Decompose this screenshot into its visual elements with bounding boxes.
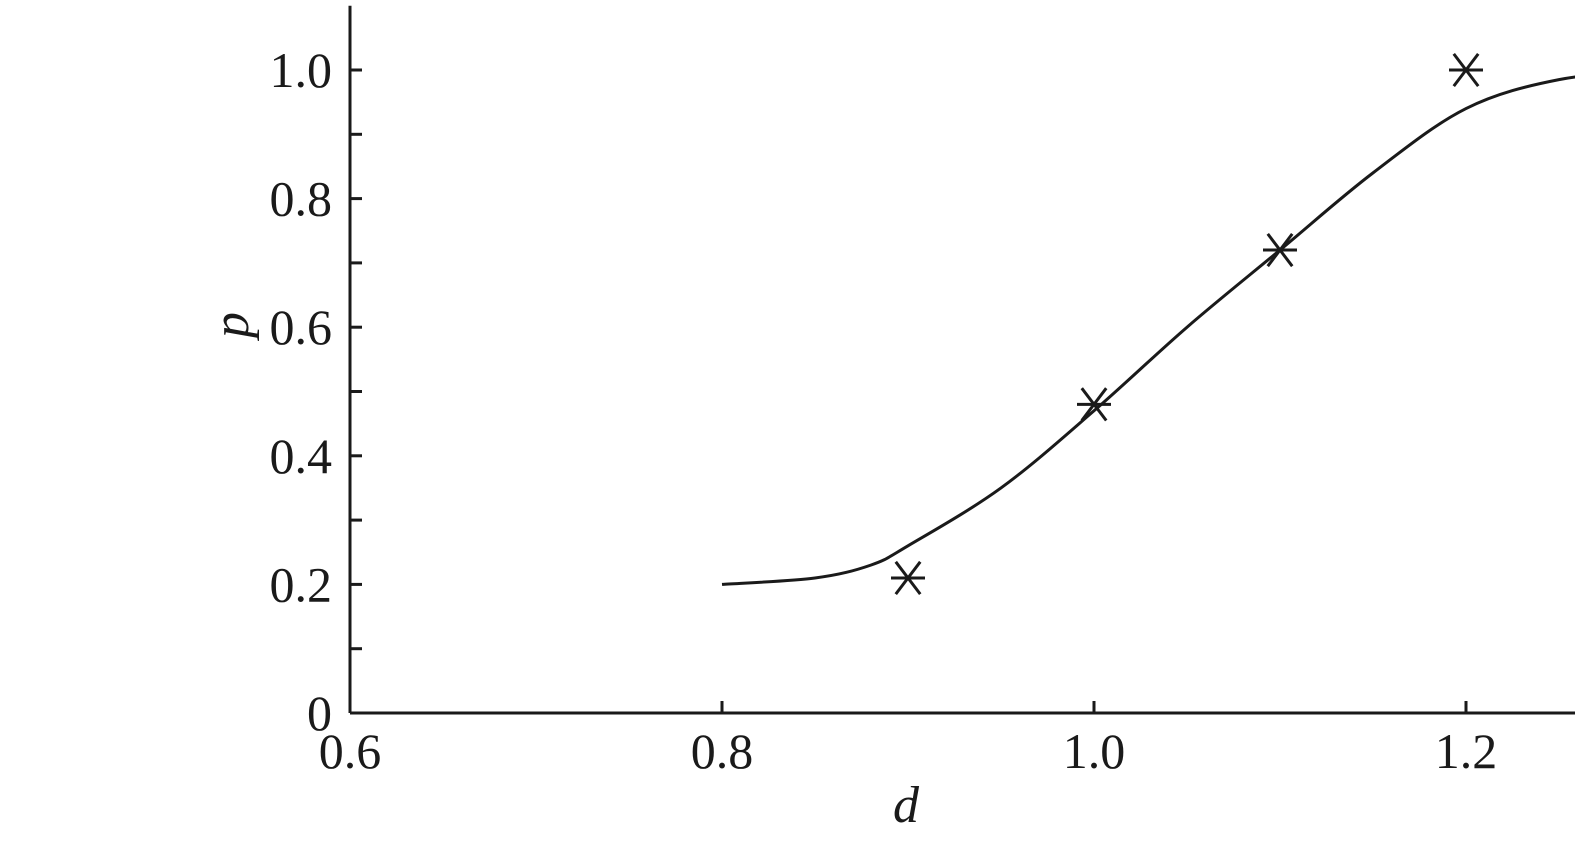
- data-point-marker: [1449, 52, 1483, 88]
- y-axis-ticks: 0 0.2 0.4 0.6 0.8 1.0: [270, 42, 362, 741]
- y-tick-label: 0.2: [270, 556, 333, 612]
- x-tick-label: 1.2: [1435, 723, 1498, 779]
- x-axis-label: d: [893, 777, 920, 834]
- x-tick-label: 0.6: [319, 723, 382, 779]
- x-axis-ticks: 0.60.81.01.21.41.6: [319, 701, 1498, 779]
- x-tick-label: 0.8: [691, 723, 754, 779]
- data-points-layer: [891, 52, 1483, 596]
- axes: [348, 5, 1575, 715]
- y-tick-label: 0.6: [270, 299, 333, 355]
- fitted-curve: [721, 75, 1575, 586]
- y-axis-label: p: [203, 312, 260, 342]
- data-point-marker: [1077, 387, 1111, 422]
- data-point-marker: [891, 560, 925, 596]
- y-tick-label: 1.0: [270, 42, 333, 98]
- x-tick-label: 1.0: [1063, 723, 1126, 779]
- y-tick-label: 0.4: [270, 428, 333, 484]
- y-tick-label: 0: [307, 685, 332, 741]
- y-tick-label: 0.8: [270, 171, 333, 227]
- fitted-curve-layer: [721, 75, 1575, 586]
- data-point-marker: [1263, 232, 1297, 268]
